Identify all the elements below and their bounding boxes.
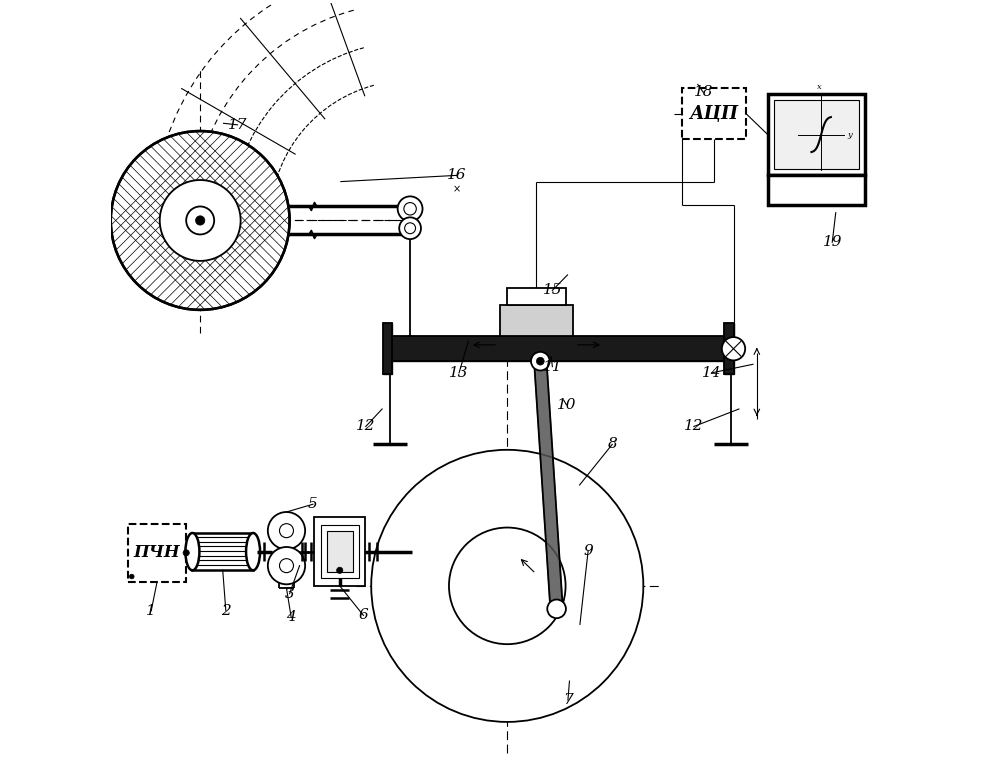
- Bar: [383, 323, 393, 374]
- Text: 10: 10: [556, 398, 576, 412]
- Bar: [767, 175, 865, 205]
- Text: АЦП: АЦП: [689, 105, 738, 123]
- Bar: [321, 525, 359, 578]
- Text: 4: 4: [287, 610, 296, 624]
- Text: 11: 11: [542, 359, 562, 373]
- Circle shape: [268, 512, 305, 550]
- Ellipse shape: [186, 533, 200, 570]
- Bar: [500, 305, 573, 337]
- Circle shape: [337, 567, 343, 573]
- Circle shape: [268, 547, 305, 584]
- Circle shape: [547, 600, 565, 619]
- Circle shape: [186, 207, 214, 234]
- Bar: [315, 518, 365, 586]
- Text: 17: 17: [228, 117, 247, 132]
- Text: ПЧН: ПЧН: [134, 544, 181, 561]
- Text: y: y: [847, 131, 851, 139]
- Text: 12: 12: [684, 420, 703, 434]
- Circle shape: [405, 223, 416, 233]
- Bar: [774, 100, 859, 169]
- Text: 9: 9: [583, 544, 593, 557]
- Text: ×: ×: [453, 184, 461, 194]
- Circle shape: [111, 131, 290, 310]
- Bar: [193, 533, 253, 570]
- Text: 2: 2: [221, 604, 231, 618]
- Circle shape: [398, 197, 423, 222]
- Text: 19: 19: [822, 235, 842, 249]
- Ellipse shape: [246, 533, 260, 570]
- Circle shape: [280, 524, 294, 538]
- Text: 12: 12: [356, 420, 376, 434]
- Circle shape: [372, 449, 643, 722]
- Circle shape: [280, 558, 294, 572]
- Text: 7: 7: [563, 693, 572, 707]
- Text: 18: 18: [693, 85, 713, 99]
- Text: 6: 6: [359, 608, 369, 622]
- Text: 16: 16: [447, 168, 467, 182]
- Circle shape: [160, 180, 241, 261]
- Bar: [507, 288, 565, 305]
- Circle shape: [130, 574, 134, 579]
- Circle shape: [183, 550, 189, 556]
- Polygon shape: [724, 323, 733, 374]
- Bar: [128, 524, 186, 582]
- Circle shape: [449, 528, 565, 644]
- Bar: [724, 323, 733, 374]
- Text: 8: 8: [607, 438, 617, 451]
- Bar: [767, 94, 865, 175]
- Polygon shape: [383, 323, 393, 374]
- Text: 14: 14: [702, 366, 721, 380]
- Polygon shape: [534, 361, 562, 609]
- Text: 13: 13: [450, 366, 469, 380]
- Bar: [327, 532, 353, 572]
- Text: x: x: [817, 83, 822, 91]
- Circle shape: [536, 357, 544, 365]
- Circle shape: [722, 337, 745, 360]
- Polygon shape: [388, 337, 729, 361]
- Circle shape: [404, 203, 417, 215]
- Text: 1: 1: [146, 604, 156, 618]
- Circle shape: [531, 352, 549, 370]
- Text: 3: 3: [285, 586, 295, 601]
- Circle shape: [196, 216, 205, 226]
- Bar: [682, 88, 746, 139]
- Circle shape: [400, 218, 421, 239]
- Text: 15: 15: [542, 283, 562, 298]
- Text: 5: 5: [308, 497, 318, 511]
